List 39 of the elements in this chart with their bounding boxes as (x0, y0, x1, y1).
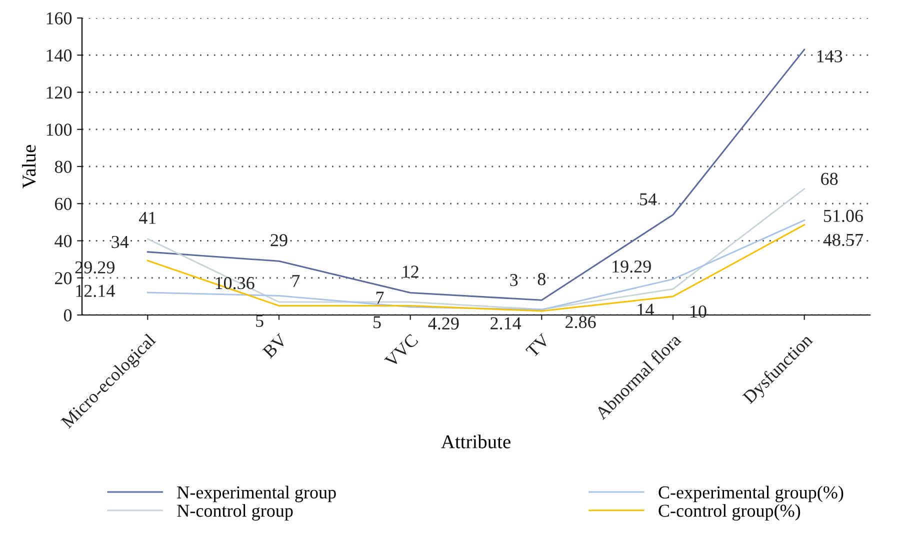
data-label: 2.14 (490, 317, 522, 330)
x-tick-label: VVC (384, 333, 419, 368)
y-tick-label: 140 (46, 49, 72, 62)
data-label: 29 (270, 234, 288, 246)
y-tick-label: 80 (54, 160, 72, 173)
data-label: 51.06 (824, 210, 863, 222)
data-label: 7 (376, 292, 384, 304)
legend-label: N-experimental group (177, 486, 336, 502)
y-tick-label: 160 (46, 12, 72, 24)
y-axis-title: Value (22, 145, 36, 188)
legend-label: C-experimental group(%) (658, 486, 844, 502)
data-label: 5 (374, 316, 381, 328)
y-tick-label: 120 (46, 86, 72, 99)
x-tick-label: BV (262, 333, 288, 359)
data-label: 5 (256, 314, 264, 327)
data-label: 7 (292, 275, 300, 287)
data-label: 14 (638, 304, 654, 316)
y-tick-label: 0 (64, 309, 72, 322)
data-label: 8 (538, 273, 546, 286)
data-label: 12 (402, 266, 418, 278)
legend-label: N-control group (177, 504, 293, 521)
data-label: 2.86 (566, 316, 596, 328)
data-label: 41 (138, 212, 156, 224)
x-axis-title: Attribute (441, 434, 510, 448)
data-label: 54 (640, 193, 657, 206)
y-tick-label: 40 (54, 235, 72, 248)
y-tick-label: 60 (55, 198, 72, 210)
y-tick-label: 100 (46, 124, 72, 136)
data-label: 48.57 (823, 234, 864, 246)
data-label: 3 (510, 274, 518, 286)
y-tick-label: 20 (55, 272, 72, 284)
data-label: 19.29 (612, 260, 651, 273)
data-label: 10.36 (216, 276, 254, 290)
data-label: 34 (112, 236, 129, 248)
x-tick-label: TV (525, 333, 551, 358)
legend-label: C-control group(%) (658, 504, 800, 521)
data-label: 4.29 (428, 317, 459, 330)
data-label: 68 (821, 172, 838, 185)
data-label: 143 (817, 50, 842, 62)
